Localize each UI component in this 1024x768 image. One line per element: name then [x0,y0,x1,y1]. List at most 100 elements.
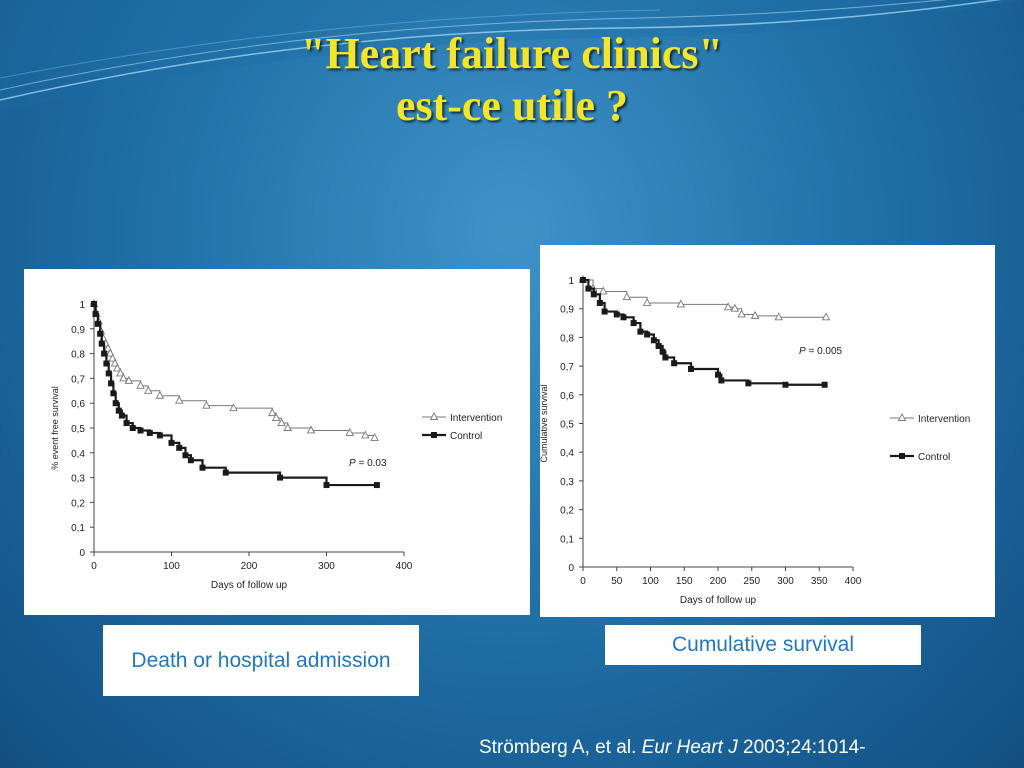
data-point-intervention [622,292,632,301]
x-tick-label: 150 [676,576,693,587]
data-point-control [91,301,97,307]
chart-right: 0 0,1 0,2 0,3 0,4 0,5 0,6 0,7 0,8 0,9 1 0 50 100 150 20… [540,275,970,606]
y-tick-label: 0,7 [71,374,85,385]
y-tick-label: 0,3 [71,474,85,485]
x-tick-label: 100 [642,576,659,587]
legend-marker-control [899,453,905,459]
y-tick-label: 0,4 [560,448,574,459]
data-point-control [123,420,130,427]
data-point-intervention [174,395,184,404]
data-point-control [182,452,189,459]
data-point-control [277,474,283,481]
data-point-control [118,412,125,419]
data-point-control [137,427,144,434]
data-point-control [715,371,721,378]
p-value-annotation: P = 0.03 [349,458,387,469]
data-point-intervention [143,385,153,394]
y-tick-label: 0,6 [560,391,574,402]
data-point-control [601,308,608,315]
y-tick-label: 0 [568,563,574,574]
data-point-control [323,482,330,489]
legend-label: Control [918,452,950,463]
legend-label: Intervention [450,413,502,424]
data-point-intervention [124,375,134,384]
y-tick-label: 1 [79,300,85,311]
data-point-intervention [112,363,122,372]
data-point-control [637,328,644,335]
data-point-control [105,370,112,377]
data-point-control [112,400,119,407]
legend-marker-intervention [897,413,907,421]
data-point-control [718,377,725,384]
p-value-annotation: P = 0.005 [799,346,843,357]
data-point-intervention [202,400,211,409]
series-line-control [583,278,825,386]
y-axis-label: % event free survival [50,386,60,470]
legend-label: Intervention [918,414,970,425]
title-line-2: est-ce utile ? [395,81,629,130]
x-tick-label: 200 [241,561,258,572]
data-point-control [199,464,206,471]
data-point-intervention [360,430,370,439]
data-point-control [115,407,122,414]
data-point-intervention [119,373,128,382]
x-tick-label: 400 [845,576,862,587]
y-tick-label: 0,2 [560,506,574,517]
data-point-intervention [110,358,120,367]
y-tick-label: 0,8 [560,333,574,344]
caption-left: Death or hospital admission [103,625,419,696]
slide-title: "Heart failure clinics" est-ce utile ? [0,28,1024,132]
citation: Strömberg A, et al. Eur Heart J 2003;24:… [479,737,866,759]
data-point-intervention [277,418,286,426]
x-axis-label: Days of follow up [211,580,288,591]
x-axis-label: Days of follow up [680,595,757,606]
data-point-control [97,330,104,337]
y-tick-label: 0,6 [71,399,85,410]
decorative-swoosh [0,0,1024,112]
x-tick-label: 0 [91,561,97,572]
data-point-control [662,354,669,361]
data-point-intervention [108,353,117,362]
citation-details: 2003;24:1014- [743,737,866,758]
data-point-control [745,380,752,387]
x-tick-label: 400 [396,561,413,572]
x-tick-label: 50 [611,576,623,587]
citation-journal: Eur Heart J [641,737,738,758]
x-tick-label: 250 [743,576,760,587]
chart-panel-right: 0 0,1 0,2 0,3 0,4 0,5 0,6 0,7 0,8 0,9 1 0 50 100 150 20… [540,245,995,617]
chart-left: 0 0,1 0,2 0,3 0,4 0,5 0,6 0,7 0,8 0,9 1 0 100 200 300 4… [50,299,502,591]
data-point-intervention [155,390,165,399]
data-point-control [168,439,175,446]
y-tick-label: 0,3 [560,477,574,488]
data-point-control [187,457,194,464]
data-point-control [110,390,117,397]
data-point-control [821,381,828,388]
x-tick-label: 100 [163,561,180,572]
data-point-intervention [774,312,784,321]
data-point-intervention [598,286,608,295]
y-axis-label: Cumulative survival [540,384,549,462]
data-point-intervention [730,303,740,312]
data-point-control [782,381,789,388]
data-point-intervention [750,310,760,319]
data-point-control [108,380,115,387]
data-point-intervention [283,423,293,431]
data-point-control [176,444,183,451]
caption-right: Cumulative survival [605,625,921,665]
x-tick-label: 300 [318,561,335,572]
y-tick-label: 0,4 [71,449,85,460]
data-point-control [156,432,163,439]
data-point-intervention [229,403,238,412]
y-tick-label: 0,8 [71,350,85,361]
data-point-intervention [723,302,733,311]
data-point-control [146,429,153,436]
data-point-control [688,365,694,372]
data-point-control [92,310,99,317]
series-line-control [94,302,377,487]
data-point-control [650,337,657,344]
y-tick-label: 0,5 [560,420,574,431]
data-point-control [94,320,101,327]
y-tick-label: 0,5 [71,424,85,435]
data-point-intervention [642,298,652,306]
x-tick-label: 0 [580,576,586,587]
